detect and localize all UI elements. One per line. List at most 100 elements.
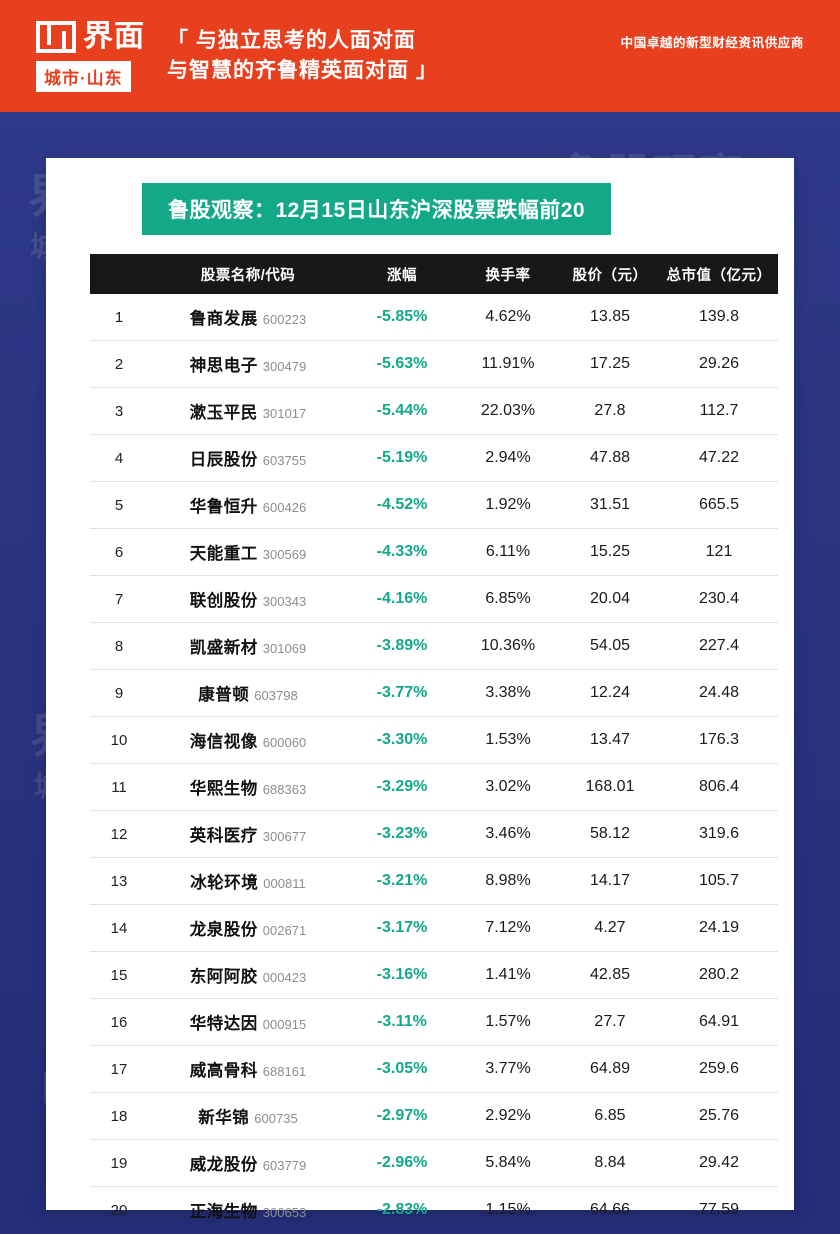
cell-name: 华熙生物 688363: [148, 763, 348, 811]
stock-code: 603798: [254, 688, 298, 703]
page-header: 界面 城市·山东 「 与独立思考的人面对面 与智慧的齐鲁精英面对面 」 中国卓越…: [0, 0, 840, 112]
cell-marketcap: 112.7: [660, 387, 778, 435]
cell-rank: 12: [90, 810, 148, 858]
stock-code: 300343: [262, 594, 307, 609]
cell-marketcap: 29.42: [660, 1139, 778, 1187]
cell-name: 正海生物 300653: [148, 1187, 348, 1234]
cell-turnover: 3.02%: [456, 763, 560, 811]
cell-rank: 15: [90, 951, 148, 999]
cell-marketcap: 77.59: [698, 1201, 740, 1218]
cell-price: 47.88: [560, 434, 660, 482]
brand-logo-row: 界面: [36, 19, 145, 53]
cell-name: 天能重工 300569: [148, 528, 348, 576]
cell-name: 漱玉平民 301017: [148, 387, 348, 435]
cell-marketcap: 121: [660, 528, 778, 576]
table-row: 2 神思电子 300479 -5.63% 11.91% 17.25 29.26: [90, 340, 778, 388]
column-header-change: 涨幅: [348, 254, 456, 294]
cell-change: -4.52%: [348, 481, 456, 529]
cell-rank: 19: [90, 1139, 148, 1187]
cell-price: 64.66: [589, 1201, 631, 1218]
table-row: 13 冰轮环境 000811 -3.21% 8.98% 14.17 105.7: [90, 857, 778, 905]
cell-name: 康普顿 603798: [148, 669, 348, 717]
stock-name: 正海生物: [189, 1203, 258, 1221]
table-row: 19 威龙股份 603779 -2.96% 5.84% 8.84 29.42: [90, 1139, 778, 1187]
table-row: 15 东阿阿胶 000423 -3.16% 1.41% 42.85 280.2: [90, 951, 778, 999]
stock-code: 300479: [262, 359, 307, 374]
table-body: 1 鲁商发展 600223 -5.85% 4.62% 13.85 139.8 2 神思电子 300…: [90, 294, 778, 1233]
table-row: 8 凯盛新材 301069 -3.89% 10.36% 54.05 227.4: [90, 622, 778, 670]
cell-marketcap: 259.6: [660, 1045, 778, 1093]
cell-change: -4.33%: [348, 528, 456, 576]
cell-price: 15.25: [560, 528, 660, 576]
cell-turnover: 3.77%: [456, 1045, 560, 1093]
cell-price: 4.27: [560, 904, 660, 952]
cell-marketcap: 280.2: [660, 951, 778, 999]
cell-price: 31.51: [560, 481, 660, 529]
cell-price: 58.12: [560, 810, 660, 858]
cell-name: 新华锦 600735: [148, 1092, 348, 1140]
stock-name: 神思电子: [189, 357, 258, 375]
stock-name: 日辰股份: [189, 451, 258, 469]
cell-rank: 13: [90, 857, 148, 905]
cell-price: 8.84: [560, 1139, 660, 1187]
brand-name: 界面: [83, 19, 145, 53]
cell-price: 13.47: [560, 716, 660, 764]
table-row: 20 正海生物 300653 -2.83% 1.15% 64.66 77.59: [90, 1187, 778, 1234]
stock-name: 威龙股份: [189, 1156, 258, 1174]
table-row: 3 漱玉平民 301017 -5.44% 22.03% 27.8 112.7: [90, 387, 778, 435]
cell-marketcap: 806.4: [660, 763, 778, 811]
stock-name: 华特达因: [189, 1015, 258, 1033]
cell-turnover: 3.46%: [456, 810, 560, 858]
stock-code: 301017: [262, 406, 307, 421]
stock-code: 000423: [262, 970, 307, 985]
cell-turnover: 4.62%: [456, 294, 560, 341]
cell-turnover: 6.11%: [456, 528, 560, 576]
cell-change: -3.30%: [348, 716, 456, 764]
cell-change: -5.44%: [348, 387, 456, 435]
cell-turnover: 7.12%: [456, 904, 560, 952]
stock-name: 凯盛新材: [189, 639, 258, 657]
cell-turnover: 2.94%: [456, 434, 560, 482]
stock-code: 300569: [262, 547, 307, 562]
table-row: 6 天能重工 300569 -4.33% 6.11% 15.25 121: [90, 528, 778, 576]
cell-price: 6.85: [560, 1092, 660, 1140]
cell-marketcap: 47.22: [660, 434, 778, 482]
cell-rank: 18: [90, 1092, 148, 1140]
table-row: 17 威高骨科 688161 -3.05% 3.77% 64.89 259.6: [90, 1045, 778, 1093]
cell-marketcap: 25.76: [660, 1092, 778, 1140]
ranking-card: 鲁股观察：12月15日山东沪深股票跌幅前20 股票名称/代码 涨幅 换手率 股价…: [46, 158, 794, 1221]
cell-turnover: 11.91%: [456, 340, 560, 388]
cell-price: 42.85: [560, 951, 660, 999]
cell-price: 168.01: [560, 763, 660, 811]
cell-turnover: 1.53%: [456, 716, 560, 764]
cell-change: -3.05%: [348, 1045, 456, 1093]
cell-marketcap: 176.3: [660, 716, 778, 764]
cell-change: -5.85%: [348, 294, 456, 341]
stock-code: 600060: [262, 735, 307, 750]
cell-rank: 1: [90, 294, 148, 341]
cell-turnover: 1.92%: [456, 481, 560, 529]
cell-turnover: 6.85%: [456, 575, 560, 623]
table-row: 16 华特达因 000915 -3.11% 1.57% 27.7 64.91: [90, 998, 778, 1046]
cell-change: -3.11%: [348, 998, 456, 1046]
stock-code: 688161: [262, 1064, 307, 1079]
cell-marketcap: 665.5: [660, 481, 778, 529]
cell-change: -4.16%: [348, 575, 456, 623]
table-row: 7 联创股份 300343 -4.16% 6.85% 20.04 230.4: [90, 575, 778, 623]
stock-code: 600426: [262, 500, 307, 515]
cell-rank: 16: [90, 998, 148, 1046]
cell-marketcap: 139.8: [660, 294, 778, 341]
cell-change: -3.21%: [348, 857, 456, 905]
table-header-row: 股票名称/代码 涨幅 换手率 股价（元） 总市值（亿元）: [90, 254, 778, 294]
cell-name: 海信视像 600060: [148, 716, 348, 764]
card-title: 鲁股观察：12月15日山东沪深股票跌幅前20: [142, 183, 612, 235]
cell-rank: 7: [90, 575, 148, 623]
column-header-price: 股价（元）: [560, 254, 660, 294]
cell-price: 13.85: [560, 294, 660, 341]
cell-marketcap: 24.48: [660, 669, 778, 717]
cell-marketcap: 24.19: [660, 904, 778, 952]
stock-name: 海信视像: [189, 733, 258, 751]
cell-price: 14.17: [560, 857, 660, 905]
table-row: 5 华鲁恒升 600426 -4.52% 1.92% 31.51 665.5: [90, 481, 778, 529]
stock-name: 英科医疗: [189, 827, 258, 845]
